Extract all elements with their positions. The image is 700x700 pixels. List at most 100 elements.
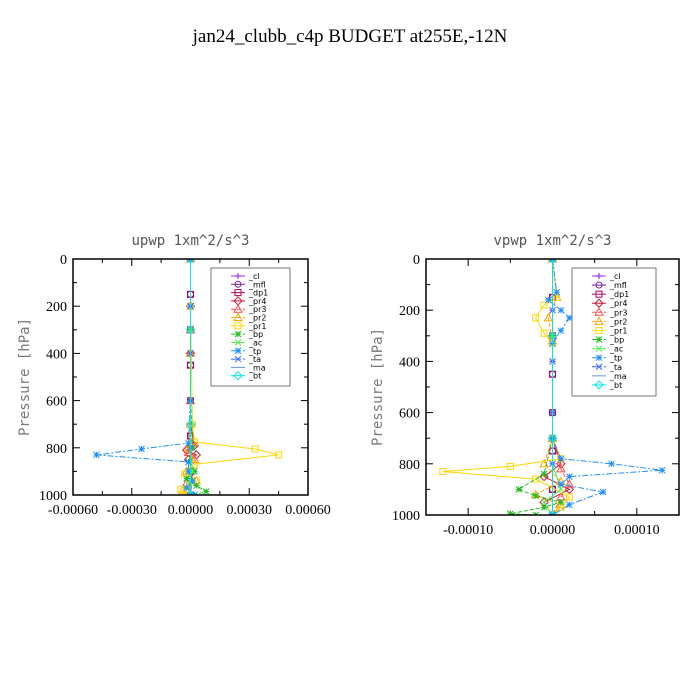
legend-box: [571, 267, 657, 397]
x-tick-label: 0.00060: [285, 503, 331, 518]
legend-label: _pr4: [248, 297, 266, 306]
legend-marker: [595, 354, 603, 362]
series-point_bt: [185, 419, 196, 429]
legend-label: _cl: [609, 272, 621, 281]
series-point_tp: [185, 458, 192, 466]
x-tick-label: 0.00000: [168, 503, 214, 518]
series-point_bp: [506, 510, 514, 515]
y-tick-label: 0: [413, 253, 420, 268]
legend-marker: [233, 312, 243, 322]
series-point_pr4: [556, 459, 566, 469]
legend-marker: [234, 355, 242, 363]
series-point_tp: [185, 439, 192, 447]
series-point_pr1: [532, 475, 540, 483]
series-point_bt: [185, 490, 196, 495]
legend-marker: [234, 347, 242, 355]
y-tick-label: 400: [399, 355, 420, 370]
series-point_pr1: [183, 491, 191, 495]
series-point_bp: [191, 468, 198, 475]
series-point_tp: [138, 445, 145, 453]
legend-label: _tp: [248, 347, 261, 356]
series-point_bp: [202, 488, 210, 495]
chart-panel-1: upwp 1xm^2/s^3 Pressure [hPa] 0 200 400 600 80…: [17, 233, 331, 518]
legend-label: _pr2: [248, 314, 266, 323]
legend-label: _ma: [248, 363, 266, 372]
x-tick-label: 0.00000: [530, 523, 576, 538]
legend-label: _bt: [609, 381, 622, 390]
series-point_tp: [544, 296, 552, 304]
series-point_pr1: [532, 314, 540, 322]
x-tick-label: 0.00010: [614, 523, 660, 538]
legend-label: _dp1: [609, 290, 629, 299]
series-point_bt: [547, 259, 558, 264]
series-point_tp: [183, 484, 190, 492]
legend-marker: [233, 304, 243, 313]
legend-label: _mfl: [609, 281, 627, 290]
series-line_pr1: [179, 259, 279, 495]
series-point_bp: [189, 444, 196, 452]
series-group: [93, 259, 283, 495]
legend-marker: [234, 289, 242, 297]
series-point_tp: [557, 455, 565, 463]
series-point_bp: [183, 475, 190, 482]
chart-panels: upwp 1xm^2/s^3 Pressure [hPa] 0 200 400 600 80…: [17, 233, 680, 538]
series-point_pr1: [439, 467, 447, 475]
series-point_bp: [540, 470, 548, 478]
series-group: [439, 259, 666, 515]
y-tick-label: 400: [46, 347, 67, 362]
legend-label: _bp: [609, 336, 624, 345]
y-tick-label: 0: [60, 253, 67, 268]
legend-label: _tp: [609, 354, 622, 363]
y-axis-label: Pressure [hPa]: [17, 318, 33, 436]
y-tick-label: 200: [399, 304, 420, 319]
series-point_tp: [185, 468, 192, 475]
series-point_bp: [557, 498, 565, 506]
series-point_tp: [658, 466, 666, 474]
series-line_tp: [547, 259, 663, 515]
legend-marker: [595, 345, 603, 352]
series-point_tp: [557, 480, 565, 488]
series-point_tp: [608, 460, 615, 468]
series-point_pr1: [565, 493, 573, 501]
legend-marker: [596, 273, 602, 279]
series-point_tp: [557, 306, 565, 314]
legend-label: _pr3: [248, 305, 266, 314]
series-point_pr2: [539, 458, 549, 468]
chart-title: upwp 1xm^2/s^3: [131, 233, 249, 249]
y-tick-label: 800: [46, 442, 67, 457]
x-tick-label: -0.00030: [107, 503, 157, 518]
series-point_tp: [189, 477, 196, 485]
series-point_bp: [193, 482, 200, 489]
y-tick-label: 800: [399, 458, 420, 473]
legend-label: _ac: [609, 345, 623, 354]
series-point_tp: [566, 473, 573, 480]
y-tick-label: 1000: [39, 489, 67, 504]
series-point_bt: [185, 325, 196, 335]
legend-label: _dp1: [248, 289, 268, 298]
legend-marker: [595, 281, 603, 289]
legend-marker: [234, 280, 242, 288]
legend-label: _pr2: [609, 317, 627, 326]
legend-marker: [595, 290, 603, 298]
legend-marker: [235, 273, 241, 279]
legend-label: _pr1: [248, 322, 266, 331]
x-tick-label: 0.00030: [227, 503, 273, 518]
legend-label: _bp: [248, 330, 263, 339]
plot-frame: [72, 258, 309, 496]
y-tick-label: 600: [46, 395, 67, 410]
legend-marker: [234, 322, 242, 330]
series-point_pr3: [556, 463, 566, 473]
legend-marker: [595, 363, 603, 371]
legend-label: _pr1: [609, 326, 627, 335]
legend-marker: [595, 326, 603, 334]
chart-panel-2: vpwp 1xm^2/s^3 Pressure [hPa] 0 200 400 600 80…: [370, 233, 680, 538]
series-point_tp: [553, 288, 561, 296]
series-point_bp: [515, 486, 523, 493]
y-tick-label: 200: [46, 300, 67, 315]
figure-title: jan24_clubb_c4p BUDGET at255E,-12N: [192, 26, 508, 47]
x-tick-label: -0.00060: [48, 503, 98, 518]
legend-label: _bt: [248, 372, 261, 381]
legend-label: _pr4: [609, 299, 627, 308]
series-line_tp: [96, 259, 195, 495]
legend-box: [210, 267, 291, 387]
